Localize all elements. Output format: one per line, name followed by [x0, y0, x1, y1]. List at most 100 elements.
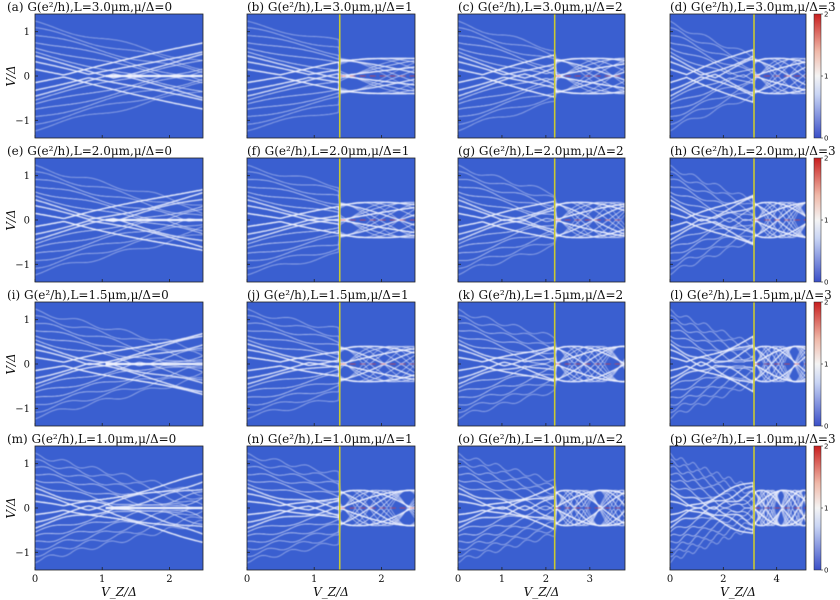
band-line [670, 20, 806, 77]
band-line [670, 217, 806, 245]
band-line [670, 339, 806, 365]
band-line [458, 57, 625, 76]
panel-l: (l) G(e²/h),L=1.5μm,μ/Δ=3 0 1 2 [669, 288, 832, 431]
band-line [35, 218, 203, 254]
band-line [35, 332, 203, 363]
panel-title: (b) G(e²/h),L=3.0μm,μ/Δ=1 [247, 0, 413, 14]
band-line [458, 75, 625, 132]
band-line [35, 479, 203, 507]
band-line [35, 481, 203, 511]
band-line [670, 506, 806, 529]
band-line [670, 55, 806, 79]
band-line [458, 335, 625, 365]
conductance-bands [670, 20, 806, 132]
panel-title: (i) G(e²/h),L=1.5μm,μ/Δ=0 [7, 288, 169, 302]
colorbar-tick-label: 1 [824, 73, 828, 81]
band-line [247, 75, 415, 118]
conductance-bands [35, 164, 203, 276]
band-line [35, 510, 203, 550]
x-axis-label: V_Z/Δ [720, 585, 756, 599]
band-line [670, 507, 806, 537]
band-line [247, 505, 415, 527]
y-tick-label: 0 [24, 72, 30, 83]
band-line [458, 364, 625, 420]
panel-o: (o) G(e²/h),L=1.0μm,μ/Δ=2 0 1 2 3 V_Z/Δ [455, 432, 626, 599]
conductance-bands [670, 308, 806, 420]
band-line [670, 164, 806, 221]
x-tick-label: 1 [99, 574, 105, 585]
band-line [247, 178, 415, 221]
band-line [458, 507, 625, 564]
band-line [35, 343, 203, 364]
band-line [670, 335, 806, 364]
band-line [35, 42, 203, 76]
band-line [670, 75, 806, 132]
band-line [670, 51, 806, 77]
band-line [247, 364, 415, 393]
band-line [247, 81, 415, 125]
colorbar-tick-label: 2 [824, 155, 828, 163]
band-line [247, 483, 415, 509]
band-line [458, 361, 625, 383]
band-line [247, 364, 415, 413]
band-line [247, 27, 415, 71]
conductance-bands [458, 20, 625, 132]
band-line [247, 164, 415, 220]
band-line [247, 73, 415, 97]
band-line [247, 219, 415, 254]
y-tick-label: 0 [24, 216, 30, 227]
band-line [35, 364, 203, 385]
band-line [247, 466, 415, 509]
x-tick-label: 2 [720, 574, 726, 585]
band-line [35, 459, 203, 500]
band-line [458, 186, 625, 221]
band-line [458, 76, 625, 95]
band-line [670, 329, 806, 364]
band-line [247, 489, 415, 509]
y-axis-label: V/Δ [4, 209, 18, 230]
panel-b: (b) G(e²/h),L=3.0μm,μ/Δ=1 [246, 0, 416, 139]
x-tick-label: 0 [32, 574, 38, 585]
y-axis-label: V/Δ [4, 497, 18, 518]
band-line [458, 218, 625, 239]
band-line [458, 34, 625, 77]
band-line [35, 377, 203, 420]
band-line [458, 42, 625, 77]
conductance-bands [247, 20, 415, 132]
conductance-bands [35, 452, 203, 564]
x-tick-label: 0 [455, 574, 461, 585]
band-line [670, 73, 806, 97]
band-line [458, 364, 625, 398]
band-line [670, 364, 806, 399]
band-line [670, 506, 806, 564]
heatmap-background [670, 446, 806, 570]
band-line [458, 76, 625, 125]
x-tick-label: 1 [311, 574, 317, 585]
band-line [35, 91, 203, 132]
band-line [670, 452, 806, 510]
x-tick-label: 2 [543, 574, 549, 585]
colorbar-tick-label: 1 [824, 217, 828, 225]
band-line [247, 507, 415, 564]
band-line [670, 34, 806, 76]
panel-title: (m) G(e²/h),L=1.0μm,μ/Δ=0 [7, 432, 176, 446]
band-line [35, 365, 203, 398]
band-line [670, 75, 806, 110]
band-line [670, 219, 806, 241]
band-line [458, 363, 625, 389]
band-line [458, 363, 625, 406]
x-tick-label: 0 [244, 574, 250, 585]
band-line [670, 509, 806, 557]
band-line [247, 34, 415, 77]
colorbar-tick-label: 0 [824, 135, 828, 143]
band-line [670, 485, 806, 509]
y-tick-label: −1 [15, 548, 30, 559]
y-tick-label: 1 [24, 315, 30, 326]
band-line [458, 75, 625, 101]
y-tick-label: 1 [24, 27, 30, 38]
band-line [35, 308, 203, 351]
panel-f: (f) G(e²/h),L=2.0μm,μ/Δ=1 [246, 144, 416, 283]
band-line [670, 194, 806, 221]
panel-g: (g) G(e²/h),L=2.0μm,μ/Δ=2 [457, 144, 626, 283]
band-line [458, 452, 625, 509]
